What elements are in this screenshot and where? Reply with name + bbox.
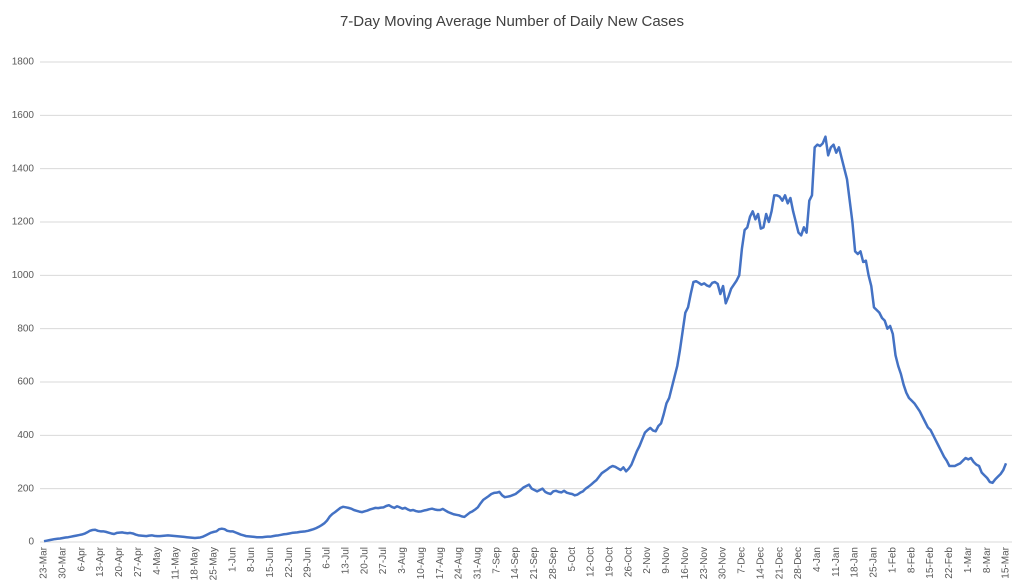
x-tick-label: 4-May xyxy=(152,547,163,575)
x-tick-label: 25-Jan xyxy=(869,547,880,578)
y-tick-label: 400 xyxy=(17,430,34,441)
x-tick-label: 29-Jun xyxy=(303,547,314,578)
y-tick-label: 200 xyxy=(17,483,34,494)
x-tick-label: 2-Nov xyxy=(642,547,653,574)
y-tick-label: 1200 xyxy=(12,217,35,228)
x-tick-label: 1-Feb xyxy=(887,547,898,574)
x-tick-label: 15-Feb xyxy=(925,547,936,579)
x-tick-label: 25-May xyxy=(208,547,219,580)
x-tick-label: 30-Nov xyxy=(718,547,729,579)
data-line xyxy=(43,135,1008,543)
x-tick-label: 23-Nov xyxy=(699,547,710,579)
x-tick-label: 31-Aug xyxy=(472,547,483,579)
x-tick-label: 22-Jun xyxy=(284,547,295,578)
chart-title: 7-Day Moving Average Number of Daily New… xyxy=(340,13,684,30)
x-tick-label: 4-Jan xyxy=(812,547,823,572)
x-tick-label: 22-Feb xyxy=(944,547,955,579)
x-tick-label: 10-Aug xyxy=(416,547,427,579)
x-tick-label: 19-Oct xyxy=(605,547,616,577)
x-tick-label: 28-Sep xyxy=(548,547,559,580)
x-tick-label: 13-Apr xyxy=(95,546,106,577)
x-tick-label: 21-Sep xyxy=(529,547,540,580)
x-tick-label: 14-Sep xyxy=(510,547,521,580)
y-tick-label: 600 xyxy=(17,377,34,388)
x-tick-label: 6-Jul xyxy=(322,547,333,569)
y-tick-label: 1400 xyxy=(12,163,35,174)
x-tick-label: 27-Apr xyxy=(133,546,144,577)
x-tick-label: 24-Aug xyxy=(454,547,465,579)
y-tick-label: 1000 xyxy=(12,270,35,281)
x-tick-label: 28-Dec xyxy=(793,547,804,579)
x-tick-label: 15-Mar xyxy=(1001,546,1012,578)
x-tick-label: 11-Jan xyxy=(831,547,842,577)
y-tick-label: 1800 xyxy=(12,57,35,68)
y-tick-label: 800 xyxy=(17,323,34,334)
x-tick-label: 15-Jun xyxy=(265,547,276,578)
x-tick-label: 26-Oct xyxy=(623,547,634,577)
x-tick-label: 20-Jul xyxy=(359,547,370,574)
x-tick-label: 14-Dec xyxy=(755,547,766,579)
x-tick-label: 1-Jun xyxy=(227,547,238,572)
x-tick-label: 21-Dec xyxy=(774,547,785,579)
y-tick-label: 1600 xyxy=(12,110,35,121)
x-tick-label: 3-Aug xyxy=(397,547,408,574)
x-tick-label: 17-Aug xyxy=(435,547,446,579)
x-tick-label: 1-Mar xyxy=(963,546,974,573)
x-tick-label: 8-Feb xyxy=(906,547,917,574)
x-tick-label: 23-Mar xyxy=(39,546,50,578)
x-tick-label: 7-Sep xyxy=(491,547,502,574)
y-tick-label: 0 xyxy=(28,537,34,548)
x-tick-label: 9-Nov xyxy=(661,547,672,574)
x-tick-label: 8-Jun xyxy=(246,547,257,572)
x-tick-label: 11-May xyxy=(171,547,182,580)
x-tick-label: 16-Nov xyxy=(680,547,691,579)
x-tick-label: 6-Apr xyxy=(76,546,87,571)
x-tick-label: 8-Mar xyxy=(982,546,993,573)
x-tick-label: 30-Mar xyxy=(58,546,69,578)
x-tick-label: 20-Apr xyxy=(114,546,125,577)
x-tick-label: 18-Jan xyxy=(850,547,861,578)
x-tick-label: 12-Oct xyxy=(586,547,597,577)
x-tick-label: 7-Dec xyxy=(737,547,748,574)
x-tick-label: 27-Jul xyxy=(378,547,389,574)
x-tick-label: 13-Jul xyxy=(340,547,351,574)
x-tick-label: 5-Oct xyxy=(567,547,578,572)
x-tick-label: 18-May xyxy=(190,547,201,580)
